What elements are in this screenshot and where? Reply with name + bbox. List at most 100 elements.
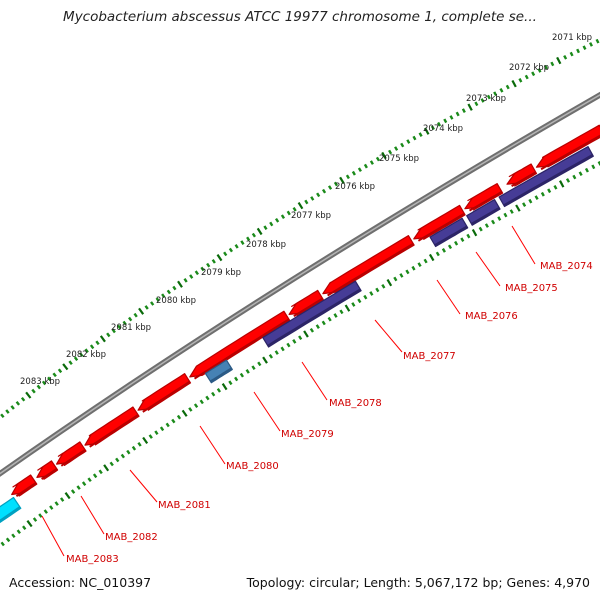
outer-tick-minor <box>5 409 10 414</box>
inner-tick-minor <box>534 195 539 200</box>
inner-tick-minor <box>216 388 221 393</box>
inner-tick-minor <box>405 269 410 275</box>
outer-tick-minor <box>518 78 523 83</box>
inner-tick-minor <box>137 442 142 447</box>
outer-tick-minor <box>550 61 555 67</box>
inner-tick-minor <box>171 418 176 424</box>
outer-scale-ticks <box>0 38 600 419</box>
gene-block <box>288 289 324 317</box>
inner-tick-major <box>221 383 228 391</box>
outer-tick-minor <box>15 401 21 406</box>
scale-label: 2080 kbp <box>156 296 196 306</box>
gene-track <box>0 124 600 524</box>
inner-tick-major <box>181 409 188 417</box>
genome-summary: Topology: circular; Length: 5,067,172 bp… <box>246 575 590 590</box>
leader-line <box>80 495 105 535</box>
inner-tick-minor <box>131 445 137 451</box>
outer-tick-minor <box>200 266 205 272</box>
gene-block <box>189 310 291 378</box>
inner-tick-minor <box>298 335 303 341</box>
gene-block-shade <box>327 242 414 297</box>
outer-tick-minor <box>57 368 63 374</box>
gene-block-shade <box>15 481 37 497</box>
outer-tick-minor <box>333 181 339 187</box>
outer-tick-minor <box>589 42 593 47</box>
outer-tick-major <box>556 56 562 65</box>
inner-tick-minor <box>205 395 210 401</box>
inner-tick-minor <box>417 262 422 268</box>
scale-label: 2074 kbp <box>423 124 463 134</box>
outer-tick-major <box>256 227 263 236</box>
inner-tick-minor <box>478 226 483 232</box>
inner-tick-minor <box>522 202 527 207</box>
outer-tick-minor <box>150 301 155 306</box>
inner-tick-minor <box>327 316 332 322</box>
outer-tick-minor <box>172 285 177 291</box>
gene-block <box>11 474 38 497</box>
outer-tick-minor <box>240 240 245 245</box>
inner-tick-minor <box>423 258 428 264</box>
outer-tick-minor <box>41 380 47 386</box>
feature-block-shade <box>0 506 21 522</box>
outer-tick-minor <box>183 278 188 283</box>
outer-tick-major <box>339 176 345 185</box>
outer-tick-minor <box>582 45 587 50</box>
outer-tick-minor <box>524 74 529 80</box>
outer-tick-minor <box>310 196 315 201</box>
outer-tick-minor <box>537 68 542 73</box>
outer-tick-minor <box>357 167 362 173</box>
outer-tick-minor <box>412 135 417 141</box>
outer-tick-major <box>511 79 517 88</box>
inner-tick-minor <box>447 244 453 250</box>
outer-tick-minor <box>223 251 228 257</box>
scale-label: 2072 kbp <box>509 63 549 73</box>
inner-tick-minor <box>5 537 11 543</box>
inner-tick-minor <box>43 509 48 514</box>
inner-tick-minor <box>435 251 440 257</box>
cds-block-shade <box>267 288 361 347</box>
inner-tick-major <box>344 304 351 312</box>
inner-tick-minor <box>234 376 239 382</box>
inner-tick-minor <box>280 346 285 352</box>
cds-block <box>498 146 594 208</box>
outer-tick-minor <box>36 384 41 390</box>
inner-tick-minor <box>81 481 87 487</box>
inner-tick-major <box>471 228 478 237</box>
scale-label: 2082 kbp <box>66 350 106 360</box>
outer-tick-minor <box>263 225 268 231</box>
outer-tick-minor <box>316 192 321 198</box>
inner-tick-minor <box>503 212 508 218</box>
scale-label: 2078 kbp <box>246 240 286 250</box>
gene-block-shade <box>41 467 58 480</box>
leader-line <box>199 425 226 465</box>
inner-tick-minor <box>109 461 114 467</box>
outer-tick-minor <box>269 221 274 227</box>
outer-tick-minor <box>437 121 442 127</box>
gene-block-shade <box>511 171 537 187</box>
inner-tick-minor <box>333 313 338 318</box>
gene-label: MAB_2077 <box>403 351 456 362</box>
outer-tick-minor <box>79 352 84 358</box>
gene-block-shade <box>60 448 86 467</box>
inner-tick-minor <box>211 391 216 397</box>
inner-tick-minor <box>188 407 193 412</box>
inner-tick-minor <box>491 219 496 225</box>
outer-tick-minor <box>246 236 251 242</box>
outer-tick-minor <box>375 156 381 162</box>
outer-tick-minor <box>292 206 297 212</box>
outer-tick-minor <box>73 356 79 362</box>
inner-tick-minor <box>49 505 54 510</box>
cds-block <box>429 217 469 248</box>
inner-tick-minor <box>239 372 245 378</box>
outer-tick-minor <box>493 91 498 97</box>
inner-tick-major <box>64 492 71 500</box>
outer-tick-minor <box>418 132 423 137</box>
outer-tick-minor <box>228 247 233 253</box>
inner-tick-minor <box>528 198 533 204</box>
leader-line <box>301 361 328 401</box>
inner-tick-major <box>262 356 268 364</box>
outer-tick-major <box>297 202 304 210</box>
outer-tick-minor <box>304 199 309 205</box>
gene-label: MAB_2078 <box>329 398 382 409</box>
